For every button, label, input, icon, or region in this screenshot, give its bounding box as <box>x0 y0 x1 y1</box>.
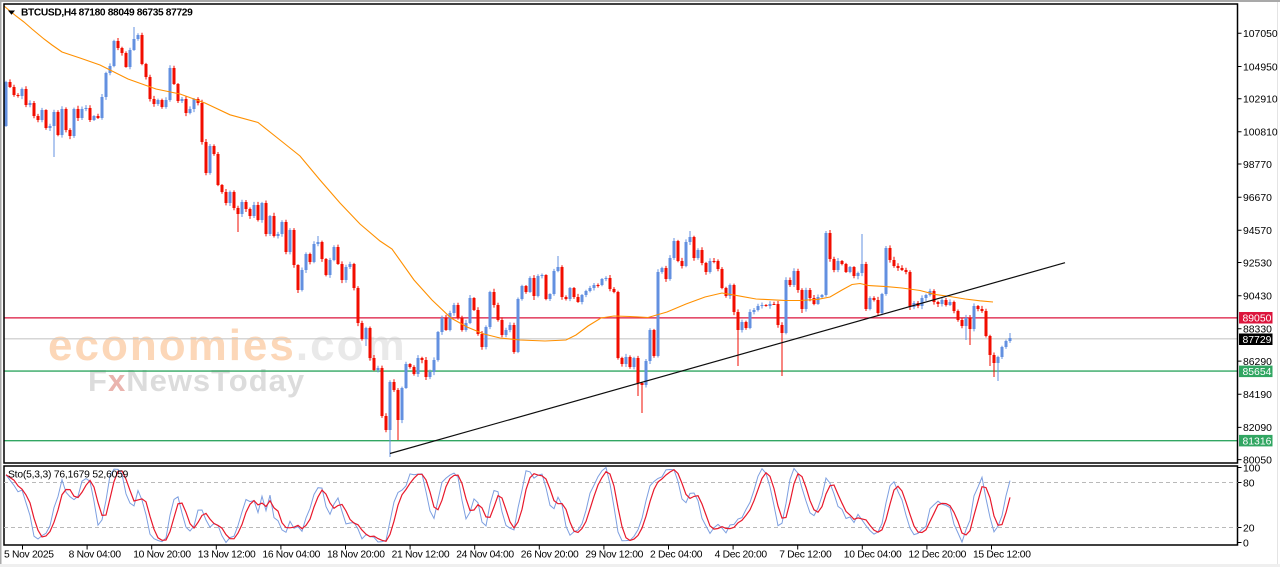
svg-text:2 Dec 04:00: 2 Dec 04:00 <box>650 550 703 561</box>
svg-text:13 Nov 12:00: 13 Nov 12:00 <box>198 550 256 561</box>
svg-text:81316: 81316 <box>1243 436 1272 447</box>
svg-text:20: 20 <box>1243 523 1255 534</box>
svg-text:92530: 92530 <box>1243 258 1272 269</box>
svg-text:29 Nov 12:00: 29 Nov 12:00 <box>585 550 643 561</box>
svg-text:85654: 85654 <box>1243 367 1272 378</box>
svg-text:80: 80 <box>1243 478 1255 489</box>
svg-text:8 Nov 04:00: 8 Nov 04:00 <box>69 550 122 561</box>
svg-text:88330: 88330 <box>1243 325 1272 336</box>
svg-text:FxNewsToday: FxNewsToday <box>88 363 305 398</box>
svg-text:90430: 90430 <box>1243 292 1272 303</box>
svg-text:86290: 86290 <box>1243 357 1272 368</box>
svg-text:107050: 107050 <box>1243 29 1278 40</box>
svg-text:82090: 82090 <box>1243 423 1272 434</box>
svg-text:Sto(5,3,3) 76,1679 52,6059: Sto(5,3,3) 76,1679 52,6059 <box>8 470 129 481</box>
svg-text:7 Dec 12:00: 7 Dec 12:00 <box>779 550 832 561</box>
svg-text:10 Nov 20:00: 10 Nov 20:00 <box>133 550 191 561</box>
svg-text:104950: 104950 <box>1243 62 1278 73</box>
svg-text:98770: 98770 <box>1243 160 1272 171</box>
svg-text:5 Nov 2025: 5 Nov 2025 <box>4 550 54 561</box>
svg-text:24 Nov 04:00: 24 Nov 04:00 <box>456 550 514 561</box>
svg-text:16 Nov 04:00: 16 Nov 04:00 <box>262 550 320 561</box>
svg-text:96670: 96670 <box>1243 193 1272 204</box>
svg-text:87729: 87729 <box>1243 335 1272 346</box>
svg-text:94570: 94570 <box>1243 226 1272 237</box>
svg-text:84190: 84190 <box>1243 390 1272 401</box>
svg-text:15 Dec 12:00: 15 Dec 12:00 <box>973 550 1031 561</box>
svg-text:economies.com: economies.com <box>48 321 407 370</box>
svg-text:80050: 80050 <box>1243 455 1272 466</box>
svg-text:26 Nov 20:00: 26 Nov 20:00 <box>521 550 579 561</box>
svg-text:12 Dec 20:00: 12 Dec 20:00 <box>908 550 966 561</box>
svg-text:4 Dec 20:00: 4 Dec 20:00 <box>715 550 768 561</box>
svg-text:102910: 102910 <box>1243 95 1278 106</box>
svg-text:100: 100 <box>1243 463 1261 474</box>
svg-text:89050: 89050 <box>1243 314 1272 325</box>
svg-text:10 Dec 04:00: 10 Dec 04:00 <box>844 550 902 561</box>
svg-text:100810: 100810 <box>1243 128 1278 139</box>
svg-text:21 Nov 12:00: 21 Nov 12:00 <box>392 550 450 561</box>
svg-text:0: 0 <box>1243 538 1249 549</box>
svg-text:18 Nov 20:00: 18 Nov 20:00 <box>327 550 385 561</box>
svg-text:BTCUSD,H4 87180 88049 86735 8: BTCUSD,H4 87180 88049 86735 87729 <box>21 8 193 19</box>
